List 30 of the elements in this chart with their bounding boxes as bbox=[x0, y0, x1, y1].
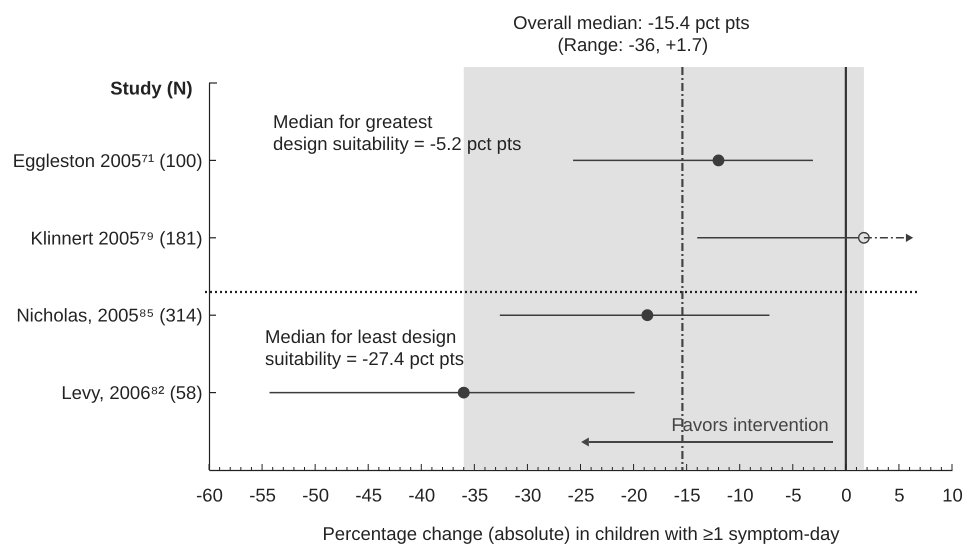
ref-line-label: Overall median: -15.4 pct pts bbox=[513, 12, 750, 33]
point bbox=[641, 309, 654, 322]
x-tick-label: -35 bbox=[461, 484, 488, 506]
x-tick-label: -40 bbox=[408, 484, 436, 506]
annotation: Favors intervention bbox=[671, 414, 829, 435]
x-tick-label: -45 bbox=[355, 484, 382, 506]
x-tick-label: -20 bbox=[620, 484, 648, 506]
annotation: Median for least design suitability = -27.4 pct pts bbox=[265, 326, 464, 369]
x-tick-label: 5 bbox=[894, 484, 905, 506]
annotation: Median for greatest design suitability = -5.2 pct pts bbox=[273, 111, 522, 154]
point bbox=[458, 386, 470, 398]
x-tick-label: -60 bbox=[196, 484, 223, 506]
x-tick-label: -10 bbox=[726, 484, 754, 506]
x-tick-label: -30 bbox=[514, 484, 542, 506]
y-tick-label: Eggleston 2005⁷¹ (100) bbox=[12, 150, 202, 171]
y-axis-title: Study (N) bbox=[110, 78, 192, 98]
x-tick-label: -5 bbox=[785, 484, 802, 506]
point bbox=[858, 232, 870, 244]
band-label: (Range: -36, +1.7) bbox=[557, 34, 708, 55]
y-tick-label: Nicholas, 2005⁸⁵ (314) bbox=[16, 304, 202, 326]
x-axis-title: Percentage change (absolute) in children with ≥1 symptom-day bbox=[322, 523, 840, 544]
x-tick-label: 0 bbox=[841, 484, 852, 506]
x-tick-label: -15 bbox=[674, 484, 701, 506]
x-tick-label: -25 bbox=[568, 484, 594, 506]
y-tick-label: Klinnert 2005⁷⁹ (181) bbox=[30, 227, 202, 248]
point bbox=[712, 154, 724, 166]
y-tick-label: Levy, 2006⁸² (58) bbox=[61, 382, 202, 404]
x-tick-label: -50 bbox=[302, 484, 330, 506]
x-tick-label: -55 bbox=[249, 484, 276, 506]
x-tick-label: 10 bbox=[942, 484, 963, 506]
